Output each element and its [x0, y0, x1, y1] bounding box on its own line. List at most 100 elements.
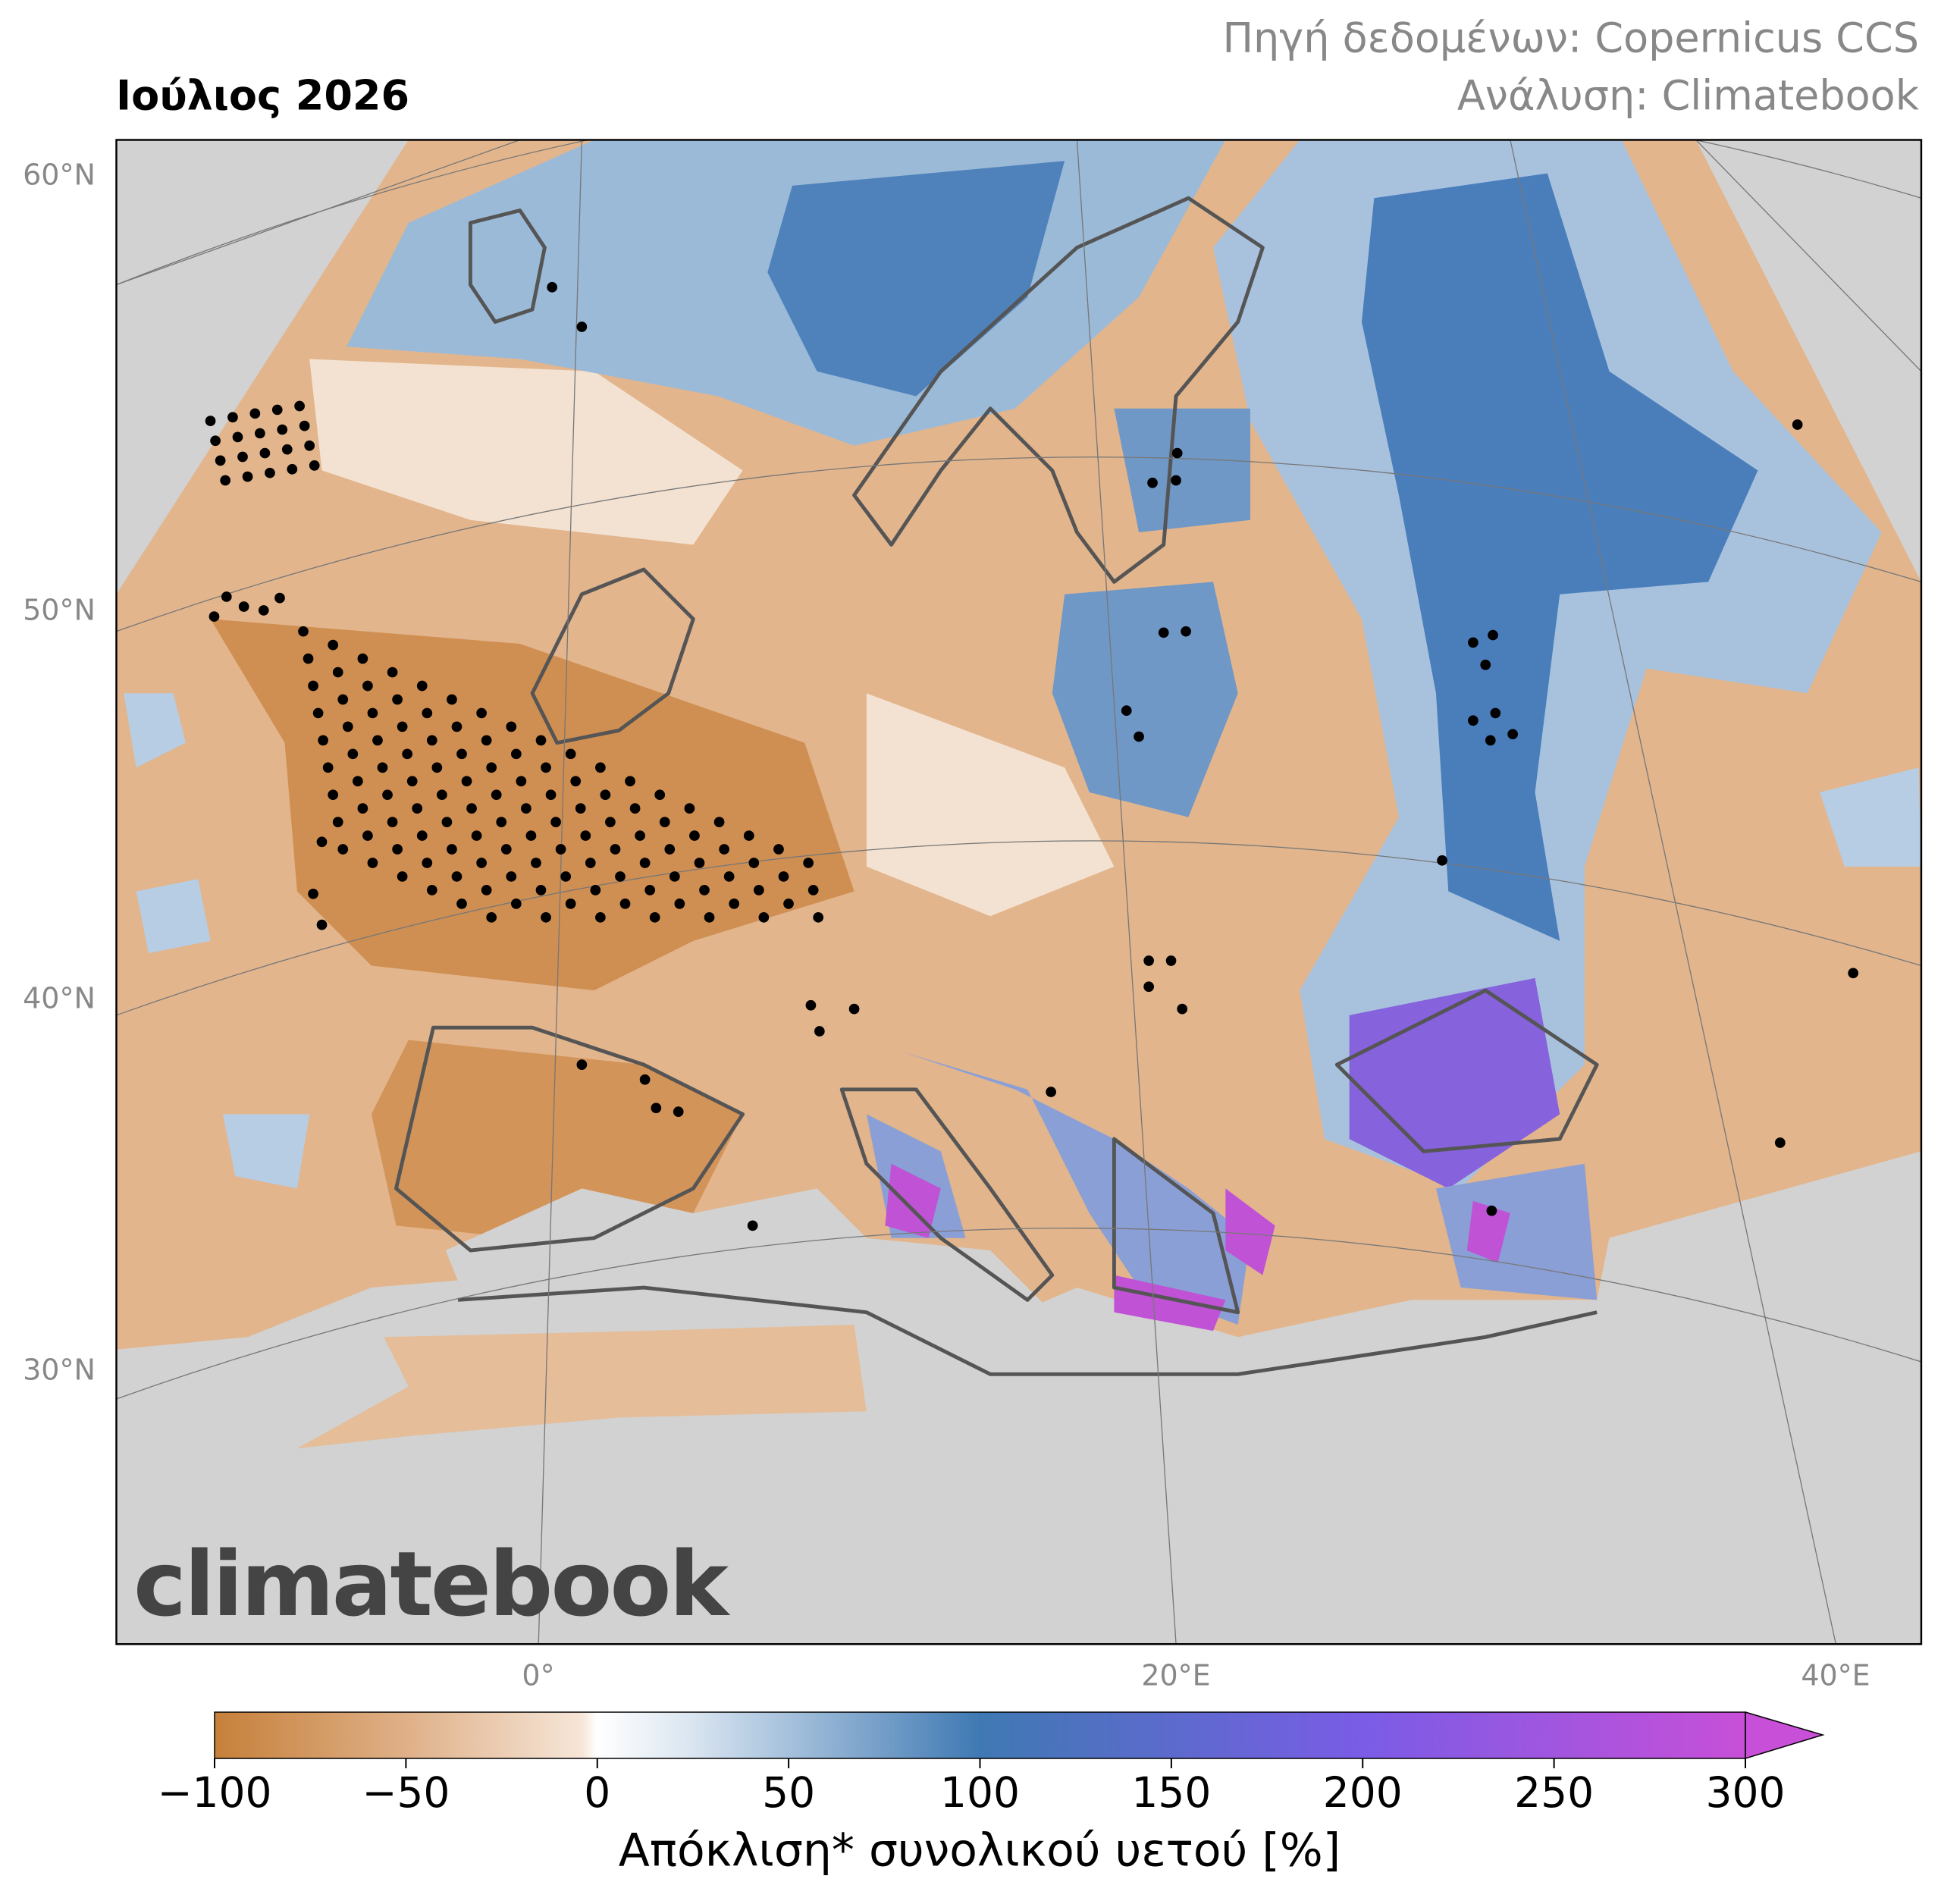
dot [352, 776, 363, 787]
dot [209, 611, 220, 622]
colorbar-tick-label: −100 [157, 1768, 271, 1817]
africa-field [296, 1324, 867, 1449]
dot [392, 694, 403, 705]
dot [491, 789, 502, 801]
wet-baltic [1052, 408, 1251, 817]
lon-label: 0° [522, 1659, 554, 1692]
dot [402, 748, 413, 760]
title: Ιούλιος 2026 [116, 72, 409, 120]
dot [510, 899, 522, 909]
colorbar-tick-label: 200 [1323, 1768, 1403, 1817]
dot [316, 836, 328, 848]
dot [719, 844, 729, 855]
dot [506, 721, 517, 732]
dot [743, 830, 754, 841]
dot [287, 463, 298, 475]
colorbar [215, 1712, 1745, 1758]
dot [560, 871, 572, 882]
dot [541, 762, 551, 773]
dot [1181, 626, 1191, 637]
dot [367, 858, 378, 868]
dot [500, 844, 512, 855]
dot [481, 885, 492, 896]
dot [783, 899, 794, 909]
dot [580, 830, 591, 841]
dot [1165, 955, 1177, 966]
dot [570, 776, 582, 787]
dot [619, 899, 631, 909]
dot [803, 858, 814, 868]
dot [237, 451, 248, 463]
dot [704, 911, 715, 923]
map-frame [115, 139, 1923, 1645]
dot [496, 817, 507, 827]
dot [322, 762, 334, 773]
colorbar-tick-label: 50 [762, 1768, 815, 1817]
dot [456, 748, 467, 760]
light-areas [309, 359, 1115, 917]
dot [1046, 1087, 1057, 1097]
dot [813, 911, 824, 923]
dot [699, 885, 710, 896]
dot [258, 605, 269, 616]
dot [304, 440, 315, 451]
dot [506, 871, 517, 882]
dot [367, 707, 378, 719]
lat-label: 60°N [23, 158, 96, 192]
wet-north-core [767, 161, 1065, 397]
dot [357, 653, 368, 664]
colorbar-extend [1745, 1711, 1825, 1760]
coastline [394, 196, 1599, 1376]
dot [1134, 731, 1144, 742]
dot [535, 735, 547, 746]
dot [576, 1059, 588, 1070]
colorbar-tick-label: 250 [1514, 1768, 1594, 1817]
dot [357, 803, 368, 814]
dot [1485, 735, 1496, 746]
dot [1147, 477, 1158, 488]
dot [1490, 707, 1501, 719]
dot [555, 844, 566, 855]
dot [486, 762, 497, 773]
dot [332, 667, 343, 678]
dot [723, 871, 735, 882]
dot [309, 460, 320, 471]
dot [1437, 855, 1447, 866]
dot [466, 803, 477, 814]
lat-label: 30°N [23, 1354, 96, 1387]
dot [729, 899, 740, 909]
dot [1488, 629, 1498, 641]
analysis: Ανάλυση: Climatebook [1457, 72, 1920, 120]
dot [431, 762, 443, 773]
dot [639, 858, 651, 868]
dot [422, 707, 433, 719]
dot [713, 817, 725, 827]
lat-label: 50°N [23, 594, 96, 627]
dot [615, 871, 626, 882]
dot [747, 1220, 758, 1231]
dot [382, 789, 393, 801]
dot [397, 871, 408, 882]
dot [545, 789, 557, 801]
dot [328, 789, 339, 801]
wet-peaks [885, 1163, 1510, 1332]
dot [635, 830, 645, 841]
dot [271, 404, 283, 416]
dot [337, 844, 349, 855]
dot [1468, 715, 1478, 726]
dot [610, 844, 621, 855]
dot [422, 858, 433, 868]
dot [232, 431, 243, 443]
dot [649, 911, 660, 923]
dot [550, 817, 561, 827]
dot [277, 424, 288, 435]
dot [1486, 1205, 1497, 1216]
graticule [116, 140, 1921, 1645]
dot [486, 911, 497, 923]
dot [205, 416, 216, 426]
dot [294, 400, 305, 412]
dot [590, 885, 601, 896]
dot [629, 803, 641, 814]
dot [773, 844, 784, 855]
dot [541, 911, 551, 923]
